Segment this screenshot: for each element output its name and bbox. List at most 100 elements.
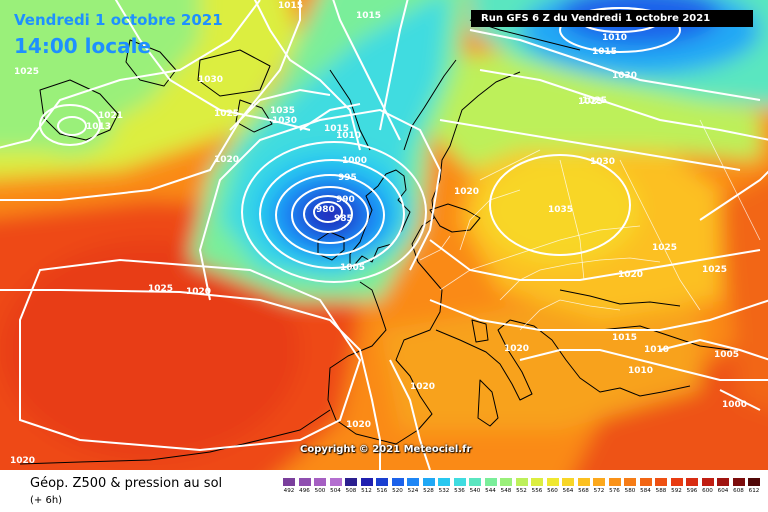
scale-tick-label: 536 [454,488,465,494]
scale-swatch [686,478,698,486]
scale-tick-label: 516 [376,488,388,494]
isobar-label: 1025 [148,284,173,294]
isobar-label: 985 [334,214,353,224]
map-time: 14:00 locale [14,34,151,58]
scale-swatch [531,478,543,486]
isobar-label: 1010 [336,131,361,141]
scale-tick-label: 540 [469,488,481,494]
isobar-label: 1005 [340,263,365,273]
scale-swatch [469,478,481,486]
weather-map: 1015 1015 1010 1015 1025 1030 1021 1013 … [0,0,768,470]
scale-tick-label: 584 [640,488,651,494]
isobar-label: 1015 [356,11,381,21]
isobar-label: 1010 [628,366,653,376]
scale-tick-label: 548 [500,488,512,494]
scale-tick-label: 504 [330,488,341,494]
map-date: Vendredi 1 octobre 2021 [14,11,223,29]
scale-swatch [515,478,528,486]
scale-swatch [670,478,683,486]
isobar-label: 1020 [186,287,211,297]
isobar-label: 1025 [582,96,607,106]
isobar-label: 1025 [214,109,239,119]
scale-tick-label: 608 [733,488,744,494]
scale-swatch [655,478,667,486]
scale-swatch [329,478,342,486]
scale-swatch [283,478,295,486]
isobar-label: 1000 [342,156,367,166]
scale-swatch [453,478,466,486]
isobar-lines [0,0,768,470]
isobar-label: 1030 [272,116,297,126]
legend-title: Géop. Z500 & pression au sol [30,476,223,491]
isobar-label: 1020 [454,187,479,197]
isobar-label: 1020 [10,456,35,466]
scale-tick-label: 532 [438,488,450,494]
copyright-notice: Copyright © 2021 Meteociel.fr [300,444,472,455]
scale-swatch [360,478,373,486]
color-scale: 492 496 500 504 508 512 516 520 524 528 532 536 540 5… [283,478,763,510]
scale-tick-label: 552 [516,488,527,494]
scale-swatch [314,478,326,486]
scale-swatch [577,478,590,486]
scale-tick-label: 572 [593,488,605,494]
isobar-label: 1015 [612,333,637,343]
scale-tick-label: 604 [717,488,729,494]
isobar-label: 1021 [98,111,123,121]
scale-swatch [748,478,760,486]
scale-tick-label: 528 [423,488,434,494]
scale-swatch [562,478,574,486]
isobar-label: 1030 [590,157,615,167]
isobar-label: 1015 [324,124,349,134]
scale-swatch [639,478,652,486]
scale-tick-label: 560 [547,488,558,494]
scale-tick-label: 568 [578,488,589,494]
scale-swatch [593,478,605,486]
isobar-label: 1005 [714,350,739,360]
isobar-label: 990 [336,195,355,205]
scale-tick-label: 496 [299,488,310,494]
isobar-label: 1030 [612,71,637,81]
scale-tick-label: 592 [671,488,682,494]
scale-tick-label: 576 [609,488,620,494]
scale-tick-label: 508 [345,488,357,494]
run-info-banner: Run GFS 6 Z du Vendredi 1 octobre 2021 [471,10,753,27]
legend-subtitle: (+ 6h) [30,495,63,506]
isobar-label: 1010 [602,33,627,43]
isobar-label: 1015 [278,1,303,11]
scale-swatch [608,478,621,486]
isobar-label: 995 [338,173,357,183]
isobar-label: 1020 [214,155,239,165]
scale-tick-label: 524 [407,488,419,494]
scale-swatch [732,478,745,486]
scale-swatch [546,478,559,486]
scale-tick-label: 612 [748,488,760,494]
scale-swatch [298,478,311,486]
isobar-label: 1020 [410,382,435,392]
scale-swatch [484,478,497,486]
isobar-label: 1020 [346,420,371,430]
scale-swatch [500,478,512,486]
scale-tick-label: 520 [392,488,403,494]
isobar-label: 1025 [652,243,677,253]
scale-swatch [422,478,435,486]
isobar-label: 1020 [618,270,643,280]
scale-tick-label: 588 [655,488,667,494]
isobar-label: 1035 [548,205,573,215]
geopotential-field [0,0,768,470]
scale-tick-label: 556 [531,488,543,494]
scale-tick-label: 492 [283,488,295,494]
scale-swatch [717,478,729,486]
scale-tick-label: 600 [702,488,713,494]
scale-swatch [391,478,404,486]
isobar-label: 1035 [270,106,295,116]
scale-swatch [701,478,714,486]
map-canvas: 1015 1015 1010 1015 1025 1030 1021 1013 … [0,0,768,470]
scale-swatch [624,478,636,486]
isobar-label: 1025 [702,265,727,275]
scale-swatch [438,478,450,486]
isobar-label: 980 [316,205,335,215]
isobar-label: 1030 [198,75,223,85]
scale-swatch [345,478,357,486]
isobar-label: 1020 [504,344,529,354]
isobar-label: 1000 [722,400,747,410]
